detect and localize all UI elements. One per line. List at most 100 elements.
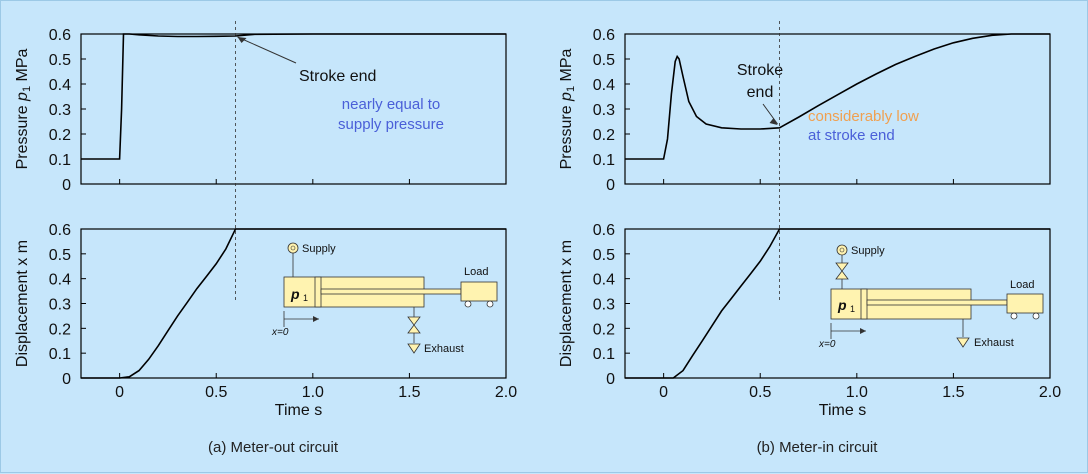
stroke-end-arrowhead bbox=[769, 118, 778, 125]
displacement-ytick-label: 0.5 bbox=[593, 247, 615, 264]
displacement-ytick-label: 0.5 bbox=[49, 247, 71, 264]
displacement-ytick-label: 0.1 bbox=[49, 346, 71, 363]
panel-meter-out: 0 0.1 0.2 0.3 0.4 0.5 0.6 0 0.1 0.2 0.3 0.4 0.5 0.6 0 0… bbox=[1, 1, 545, 474]
pressure-frame bbox=[80, 33, 507, 185]
exhaust-label: Exhaust bbox=[974, 337, 1014, 349]
displacement-axes: 0 0.1 0.2 0.3 0.4 0.5 0.6 0 0.5 1.0 1.5 2.0 bbox=[49, 222, 517, 401]
displacement-ytick-label: 0.1 bbox=[593, 346, 615, 363]
supply-label: Supply bbox=[302, 243, 336, 255]
load-wheel-left bbox=[464, 300, 472, 308]
displacement-ytick-label: 0 bbox=[62, 371, 71, 388]
displacement-axes: 0 0.1 0.2 0.3 0.4 0.5 0.6 0 0.5 1.0 1.5 2.0 bbox=[593, 222, 1061, 401]
panel-meter-in: 0 0.1 0.2 0.3 0.4 0.5 0.6 0 0.1 0.2 0.3 0.4 0.5 0.6 0 0… bbox=[545, 1, 1088, 474]
piston-rod bbox=[866, 299, 1008, 306]
caption-meter-in: (b) Meter-in circuit bbox=[756, 439, 878, 456]
annotation-stroke-end: Stroke end bbox=[299, 68, 376, 85]
displacement-ytick-label: 0.3 bbox=[593, 297, 615, 314]
displacement-ytick-label: 0.6 bbox=[49, 222, 71, 239]
load-label: Load bbox=[1010, 279, 1034, 291]
stroke-end-arrow bbox=[237, 36, 297, 64]
pressure-ytick-label: 0 bbox=[606, 177, 615, 194]
displacement-ytick-label: 0.6 bbox=[593, 222, 615, 239]
annotation-stroke: Stroke bbox=[737, 62, 783, 79]
displacement-ytick-label: 0.2 bbox=[49, 321, 71, 338]
load-wheel-right bbox=[1032, 312, 1040, 320]
pressure-p1-label: p bbox=[837, 297, 847, 313]
piston bbox=[860, 288, 868, 320]
meter-out-charts: 00.10.20.30.40.50.600.10.20.30.40.50.60 0… bbox=[14, 21, 517, 419]
pressure-ytick-label: 0 bbox=[62, 177, 71, 194]
load-wheel-left bbox=[1010, 312, 1018, 320]
supply-label: Supply bbox=[851, 245, 885, 257]
annotation-note-line2: at stroke end bbox=[808, 127, 895, 144]
pressure-axis-label-symbol: p bbox=[14, 92, 31, 102]
displacement-xtick-label: 2.0 bbox=[1039, 384, 1061, 401]
displacement-ytick-label: 0.4 bbox=[593, 272, 615, 289]
x0-label: x=0 bbox=[271, 327, 289, 338]
pressure-axis-label-sub: 1 bbox=[565, 86, 577, 92]
displacement-xtick-label: 1.0 bbox=[302, 384, 324, 401]
exhaust-label: Exhaust bbox=[424, 343, 464, 355]
displacement-xtick-label: 1.5 bbox=[398, 384, 420, 401]
pressure-axes: 0 0.1 0.2 0.3 0.4 0.5 0.6 bbox=[593, 27, 1051, 194]
displacement-axis-label: Displacement x m bbox=[14, 240, 31, 367]
pressure-axis-label-sub: 1 bbox=[21, 86, 33, 92]
pressure-ytick-label: 0.5 bbox=[49, 52, 71, 69]
supply-port-icon bbox=[287, 242, 299, 254]
x0-label: x=0 bbox=[818, 339, 836, 350]
load-label: Load bbox=[464, 266, 488, 278]
exhaust-port-icon bbox=[407, 343, 421, 354]
annotation-note-line2: supply pressure bbox=[338, 116, 444, 133]
pressure-curve bbox=[81, 33, 506, 160]
time-axis-label: Time s bbox=[275, 402, 322, 419]
pressure-axes: 0 0.1 0.2 0.3 0.4 0.5 0.6 bbox=[49, 27, 507, 194]
displacement-xtick-label: 0.5 bbox=[205, 384, 227, 401]
displacement-xtick-label: 2.0 bbox=[495, 384, 517, 401]
pressure-p1-sub: 1 bbox=[303, 293, 308, 303]
annotation-note-line1: nearly equal to bbox=[342, 96, 440, 113]
supply-port-inner bbox=[839, 247, 845, 253]
displacement-ytick-label: 0.2 bbox=[593, 321, 615, 338]
displacement-axis-label: Displacement x m bbox=[558, 240, 575, 367]
stroke-end-arrow bbox=[762, 103, 778, 125]
supply-port-icon bbox=[836, 244, 848, 256]
exhaust-port-icon bbox=[956, 337, 970, 348]
displacement-ytick-label: 0.4 bbox=[49, 272, 71, 289]
load-block bbox=[460, 281, 498, 302]
pressure-axis-label: Pressure p1 MPa bbox=[558, 48, 577, 169]
pressure-axis-label-text: Pressure bbox=[558, 101, 575, 169]
pressure-axis-label-unit: MPa bbox=[558, 48, 575, 85]
piston bbox=[314, 276, 322, 308]
supply-throttle-valve-icon bbox=[835, 262, 849, 280]
pressure-axis-label-text: Pressure bbox=[14, 101, 31, 169]
displacement-curve bbox=[81, 228, 506, 379]
pressure-ytick-label: 0.5 bbox=[593, 52, 615, 69]
pressure-ytick-label: 0.2 bbox=[49, 127, 71, 144]
stroke-end-arrowhead bbox=[237, 37, 247, 43]
pressure-ytick-label: 0.1 bbox=[49, 152, 71, 169]
displacement-ytick-label: 0 bbox=[606, 371, 615, 388]
piston-rod bbox=[320, 288, 462, 295]
pressure-ytick-label: 0.2 bbox=[593, 127, 615, 144]
meter-in-charts: 00.10.20.30.40.50.600.10.20.30.40.50.60 0… bbox=[558, 21, 1061, 419]
x-arrowhead bbox=[313, 316, 319, 322]
pressure-ytick-label: 0.4 bbox=[593, 77, 615, 94]
pressure-curve bbox=[625, 33, 1050, 160]
pressure-ytick-label: 0.6 bbox=[49, 27, 71, 44]
annotation-end: end bbox=[747, 84, 774, 101]
displacement-ytick-label: 0.3 bbox=[49, 297, 71, 314]
x-arrowhead bbox=[860, 328, 866, 334]
displacement-xtick-label: 1.0 bbox=[846, 384, 868, 401]
caption-meter-out: (a) Meter-out circuit bbox=[207, 439, 339, 456]
displacement-xtick-label: 0 bbox=[115, 384, 124, 401]
pressure-axis-label: Pressure p1 MPa bbox=[14, 48, 33, 169]
load-block bbox=[1006, 293, 1044, 314]
annotation-note-line1: considerably low bbox=[808, 108, 919, 125]
pressure-ytick-label: 0.3 bbox=[593, 102, 615, 119]
pressure-ytick-label: 0.3 bbox=[49, 102, 71, 119]
pressure-axis-label-symbol: p bbox=[558, 92, 575, 102]
pressure-ytick-label: 0.6 bbox=[593, 27, 615, 44]
